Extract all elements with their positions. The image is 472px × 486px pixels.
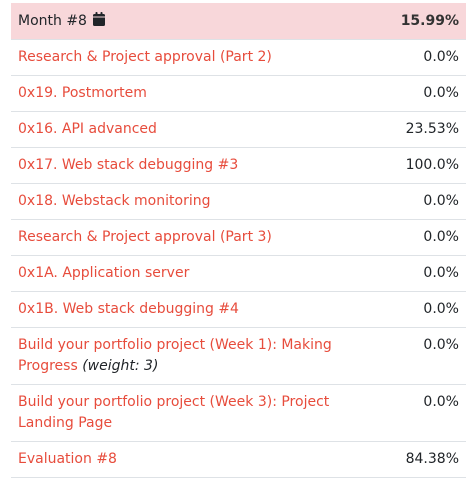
project-row: Build your portfolio project (Week 3): P… xyxy=(11,384,466,442)
project-name-cell: 0x1A. Application server xyxy=(11,255,394,292)
project-row: 0x1A. Application server 0.0% xyxy=(11,255,466,292)
project-name-cell: 0x18. Webstack monitoring xyxy=(11,183,394,220)
month-header-row: Month #8 15.99% xyxy=(11,3,466,40)
project-link[interactable]: Evaluation #8 xyxy=(18,451,117,467)
project-row: 0x18. Webstack monitoring 0.0% xyxy=(11,183,466,220)
project-name-cell: Research & Project approval (Part 2) xyxy=(11,39,394,76)
project-score: 0.0% xyxy=(393,219,466,256)
month-table-container: Month #8 15.99% Research & Project appro… xyxy=(11,3,466,478)
project-score: 0.0% xyxy=(393,183,466,220)
project-link[interactable]: 0x19. Postmortem xyxy=(18,85,147,101)
project-score: 0.0% xyxy=(393,75,466,112)
project-score: 0.0% xyxy=(393,39,466,76)
project-score: 0.0% xyxy=(393,327,466,385)
project-name-cell: Build your portfolio project (Week 1): M… xyxy=(11,327,394,385)
project-name-cell: 0x19. Postmortem xyxy=(11,75,394,112)
project-name-cell: Research & Project approval (Part 3) xyxy=(11,219,394,256)
month-projects-table: Month #8 15.99% Research & Project appro… xyxy=(11,3,466,478)
project-link[interactable]: Build your portfolio project (Week 3): P… xyxy=(18,394,330,431)
project-score: 0.0% xyxy=(393,384,466,442)
month-title-cell: Month #8 xyxy=(11,3,394,40)
project-row: Research & Project approval (Part 2) 0.0% xyxy=(11,39,466,76)
project-name-cell: Build your portfolio project (Week 3): P… xyxy=(11,384,394,442)
project-score: 0.0% xyxy=(393,255,466,292)
project-row: 0x17. Web stack debugging #3 100.0% xyxy=(11,147,466,184)
project-score: 100.0% xyxy=(393,147,466,184)
project-row: 0x19. Postmortem 0.0% xyxy=(11,75,466,112)
project-link[interactable]: Build your portfolio project (Week 1): M… xyxy=(18,337,332,374)
project-row: Build your portfolio project (Week 1): M… xyxy=(11,327,466,385)
project-row: 0x1B. Web stack debugging #4 0.0% xyxy=(11,291,466,328)
project-name-cell: 0x17. Web stack debugging #3 xyxy=(11,147,394,184)
project-score: 84.38% xyxy=(393,441,466,478)
project-link[interactable]: Research & Project approval (Part 2) xyxy=(18,49,272,65)
project-row: Research & Project approval (Part 3) 0.0% xyxy=(11,219,466,256)
project-row: 0x16. API advanced 23.53% xyxy=(11,111,466,148)
calendar-icon xyxy=(92,11,105,26)
month-title: Month #8 xyxy=(18,12,87,29)
project-link[interactable]: 0x16. API advanced xyxy=(18,121,157,137)
project-link[interactable]: Research & Project approval (Part 3) xyxy=(18,229,272,245)
project-link[interactable]: 0x17. Web stack debugging #3 xyxy=(18,157,239,173)
project-link[interactable]: 0x1B. Web stack debugging #4 xyxy=(18,301,239,317)
project-link[interactable]: 0x18. Webstack monitoring xyxy=(18,193,211,209)
project-name-cell: 0x16. API advanced xyxy=(11,111,394,148)
project-name-cell: Evaluation #8 xyxy=(11,441,394,478)
project-name-cell: 0x1B. Web stack debugging #4 xyxy=(11,291,394,328)
project-weight: (weight: 3) xyxy=(82,358,159,374)
project-row: Evaluation #8 84.38% xyxy=(11,441,466,478)
project-score: 0.0% xyxy=(393,291,466,328)
month-score: 15.99% xyxy=(393,3,466,40)
project-score: 23.53% xyxy=(393,111,466,148)
project-link[interactable]: 0x1A. Application server xyxy=(18,265,190,281)
